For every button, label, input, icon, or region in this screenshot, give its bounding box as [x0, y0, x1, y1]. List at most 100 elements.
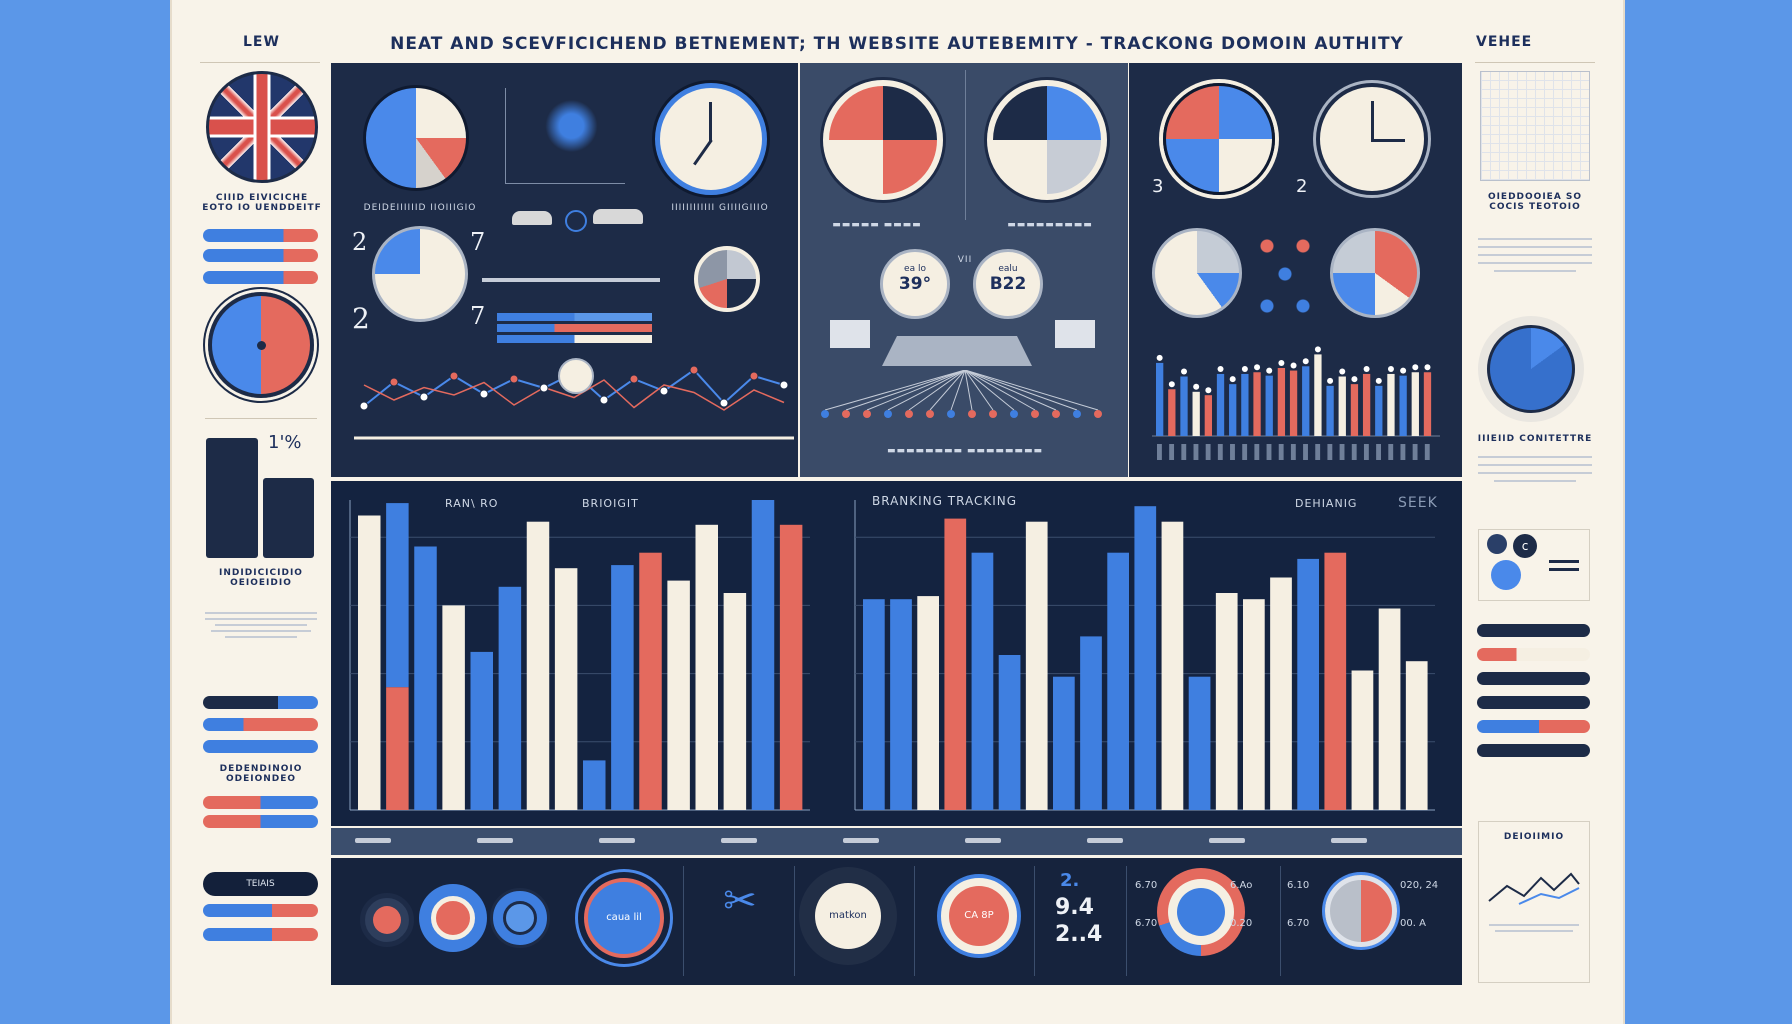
bar-marker [1302, 358, 1309, 365]
bar [1188, 676, 1211, 810]
fan-line [964, 370, 1057, 411]
bar-marker [1241, 365, 1248, 372]
fan-line [964, 370, 973, 411]
bar [1134, 506, 1157, 810]
bar [1204, 395, 1212, 436]
number-top-left: 2 [352, 228, 368, 256]
fan-line [950, 370, 966, 411]
progress-pill[interactable] [203, 796, 318, 809]
bar [1107, 552, 1129, 810]
bar [1362, 373, 1371, 436]
fan-line [964, 370, 994, 411]
tick-label [1193, 444, 1199, 460]
progress-pill[interactable] [203, 740, 318, 753]
fan-node [968, 410, 976, 418]
stat-label: 6.70 [1287, 918, 1310, 929]
stat-label: 0.20 [1230, 918, 1253, 929]
bar [1241, 373, 1249, 436]
progress-pill[interactable] [1477, 720, 1590, 733]
left-bar-chart [349, 500, 810, 811]
stat-badge-1: ea lo 39° [880, 249, 950, 319]
tick-label [1254, 444, 1260, 460]
share-icon[interactable] [1491, 560, 1521, 590]
right-chart-label-a: DEHIANIG [1295, 497, 1358, 510]
progress-pill[interactable] [203, 904, 318, 917]
progress-pill[interactable] [1477, 672, 1590, 685]
comparison-strip [497, 324, 652, 332]
fan-node [821, 410, 829, 418]
bar [1297, 558, 1319, 810]
panel1-label-b: IIIIIIIIIIII GIIIIGIIIO [671, 203, 769, 213]
data-point [539, 383, 549, 393]
bar [1324, 552, 1347, 810]
progress-pill[interactable] [1477, 744, 1590, 757]
bar [583, 760, 606, 810]
pie-center [257, 341, 266, 350]
settings-icon[interactable] [1487, 534, 1507, 554]
bar-marker [1314, 346, 1321, 353]
tick-label [1266, 444, 1272, 460]
divider [1034, 866, 1035, 976]
bar-marker [1266, 367, 1273, 374]
divider [1475, 62, 1595, 63]
panel2-footer: ▬▬▬▬▬▬▬▬ ▬▬▬▬▬▬▬▬ [887, 446, 1043, 456]
bar-marker [1387, 365, 1394, 372]
progress-pill[interactable] [203, 696, 318, 709]
fan-node [842, 410, 850, 418]
tick-label [1424, 444, 1430, 460]
bar [470, 651, 493, 810]
bar-marker [1412, 364, 1419, 371]
number-top-right: 7 [470, 228, 486, 256]
tick-label [1400, 444, 1406, 460]
right-text-block-2 [1478, 450, 1592, 488]
progress-pill[interactable] [203, 815, 318, 828]
stage-graphic [882, 336, 1032, 366]
badge-2-label: ealu [998, 264, 1018, 274]
bar-marker [1229, 376, 1236, 383]
right-caption-3: DEIOIIMIO [1503, 832, 1565, 842]
comparison-strip [497, 300, 652, 308]
panel3-number-left: 3 [1152, 176, 1164, 197]
bar [667, 580, 690, 810]
right-chart-label-b: SEEK [1398, 495, 1438, 511]
data-point [389, 377, 399, 387]
dark-pill-button[interactable]: TEIAIS [203, 872, 318, 896]
fan-node [863, 410, 871, 418]
tick-label [1327, 444, 1333, 460]
icon-box: c [1478, 529, 1590, 601]
left-percent: 1'% [268, 432, 302, 453]
tick-label [1339, 444, 1345, 460]
tick-label [1217, 444, 1223, 460]
progress-pill[interactable] [203, 249, 318, 262]
bar-marker [1181, 368, 1187, 375]
progress-pill[interactable] [203, 928, 318, 941]
bar [1168, 389, 1176, 436]
bar [1375, 385, 1383, 436]
fan-line [887, 370, 966, 411]
bar [1215, 593, 1238, 810]
progress-pill[interactable] [203, 718, 318, 731]
tick-label [1181, 444, 1187, 460]
grid-chart [1480, 71, 1590, 181]
page-title: NEAT AND SCEVFICICHEND BETNEMENT; TH WEB… [390, 34, 1404, 54]
bar [1277, 368, 1286, 436]
car-icon [593, 209, 643, 224]
stat-number-2: 9.4 [1055, 895, 1094, 920]
c-icon[interactable]: c [1513, 534, 1537, 558]
divider [200, 62, 320, 63]
progress-pill[interactable] [1477, 696, 1590, 709]
bar [1180, 376, 1188, 436]
fan-line [929, 370, 966, 411]
bar [1411, 372, 1419, 436]
strip-label [721, 838, 757, 843]
center-node [558, 358, 594, 394]
progress-pill[interactable] [203, 229, 318, 242]
progress-pill[interactable] [203, 271, 318, 284]
progress-pill[interactable] [1477, 624, 1590, 637]
gauge-icon-2 [419, 884, 487, 952]
fan-node [947, 410, 955, 418]
progress-pill[interactable] [1477, 648, 1590, 661]
tick-label [1376, 444, 1381, 460]
header-left-label: LEW [243, 34, 280, 50]
data-point [659, 386, 669, 396]
